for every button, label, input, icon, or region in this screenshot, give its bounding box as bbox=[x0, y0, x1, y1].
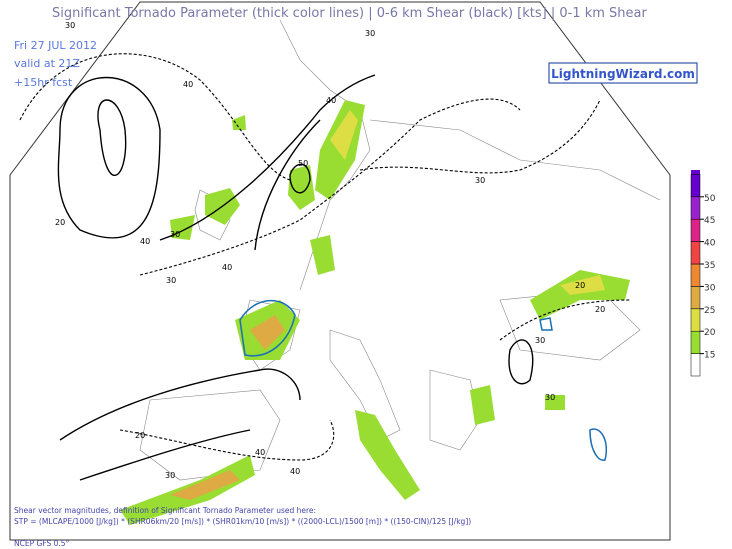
colorbar-label: 30 bbox=[704, 283, 716, 293]
contour-labels: 30 40 40 50 40 30 30 40 30 30 20 20 20 30 30 40 40 30 20 bbox=[55, 21, 605, 480]
shear-06-contours bbox=[57, 74, 534, 481]
colorbar-box bbox=[690, 241, 701, 265]
brand: LightningWizard.com bbox=[551, 67, 695, 81]
colorbar-label: 15 bbox=[704, 351, 715, 361]
contour-label: 40 bbox=[326, 96, 336, 105]
contour-label: 30 bbox=[545, 393, 555, 402]
forecast-hour: +15hr fcst bbox=[14, 76, 73, 89]
contour-label: 30 bbox=[166, 276, 176, 285]
contour-label: 40 bbox=[255, 448, 265, 457]
contour-label: 40 bbox=[222, 263, 232, 272]
colorbar-label: 50 bbox=[704, 194, 716, 204]
colorbar-label: 45 bbox=[704, 216, 715, 226]
colorbar-label: 20 bbox=[704, 328, 716, 338]
date: Fri 27 JUL 2012 bbox=[14, 39, 97, 52]
colorbar-box bbox=[690, 353, 701, 377]
contour-label: 30 bbox=[165, 471, 175, 480]
colorbar-box bbox=[690, 330, 701, 354]
contour-label: 20 bbox=[135, 431, 145, 440]
title: Significant Tornado Parameter (thick col… bbox=[52, 6, 648, 21]
colorbar-box bbox=[690, 196, 701, 220]
contour-label: 50 bbox=[298, 159, 308, 168]
colorbar-label: 35 bbox=[704, 261, 715, 271]
colorbar-box bbox=[690, 218, 701, 242]
footer-line: Shear vector magnitudes, definition of S… bbox=[14, 506, 316, 515]
colorbar: 15 20 25 30 35 40 45 50 bbox=[690, 174, 716, 377]
colorbar-box bbox=[690, 174, 701, 198]
footer-formula: STP = (MLCAPE/1000 [J/kg]) * (SHR06km/20… bbox=[14, 517, 471, 526]
brand-box bbox=[548, 62, 698, 84]
contour-label: 30 bbox=[65, 21, 75, 30]
stp-areas bbox=[120, 100, 630, 525]
colorbar-label: 25 bbox=[704, 306, 715, 316]
contour-label: 20 bbox=[575, 281, 585, 290]
contour-label: 20 bbox=[595, 305, 605, 314]
colorbar-label: 40 bbox=[704, 239, 716, 249]
shear-01-contours bbox=[239, 299, 607, 461]
shear-06-dashed bbox=[19, 53, 631, 461]
contour-label: 30 bbox=[535, 336, 545, 345]
contour-label: 40 bbox=[290, 467, 300, 476]
contour-label: 30 bbox=[475, 176, 485, 185]
colorbar-box bbox=[690, 263, 701, 287]
contour-label: 20 bbox=[55, 218, 65, 227]
contour-label: 30 bbox=[365, 29, 375, 38]
contour-label: 40 bbox=[140, 237, 150, 246]
map-frame bbox=[9, 1, 671, 541]
footer-model: NCEP GFS 0.5° bbox=[14, 539, 70, 548]
colorbar-box bbox=[690, 308, 701, 332]
valid-time: valid at 21Z bbox=[14, 57, 80, 70]
contour-label: 40 bbox=[183, 80, 193, 89]
colorbar-box bbox=[690, 286, 701, 310]
contour-label: 30 bbox=[170, 230, 180, 239]
